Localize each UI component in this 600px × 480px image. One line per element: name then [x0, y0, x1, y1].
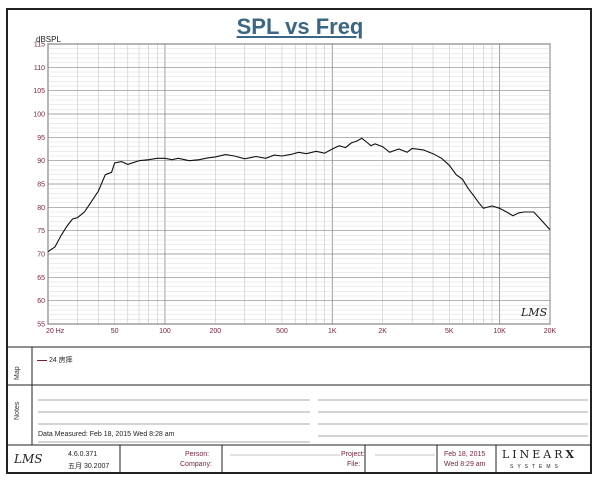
- lms-watermark: LMS: [521, 306, 548, 319]
- y-tick-label: 60: [37, 298, 45, 305]
- y-axis-label: dBSPL: [36, 35, 61, 44]
- project-label: Project:: [341, 451, 365, 458]
- footer-lms-logo: LMS: [14, 452, 43, 466]
- notes-label: Notes: [14, 401, 21, 420]
- version: 4.6.0.371: [68, 451, 98, 458]
- legend-entry-row: 24 房摔: [37, 355, 73, 365]
- y-tick-label: 90: [37, 158, 45, 165]
- date-measured: Data Measured: Feb 18, 2015 Wed 8:28 am: [38, 431, 175, 438]
- x-tick-label: 500: [276, 328, 288, 335]
- legend-entry-label: 24 房摔: [48, 357, 73, 364]
- company-label: Company:: [180, 461, 212, 468]
- series-group: [47, 137, 551, 253]
- x-tick-label: 1K: [328, 328, 337, 335]
- axis-ticks: 55 60 65 70 75 80 85 90 95 100 105 110 115 20 Hz 50 100…: [33, 42, 556, 336]
- y-tick-label: 55: [37, 322, 45, 329]
- file-label: File:: [347, 461, 361, 468]
- y-tick-label: 95: [37, 135, 45, 142]
- y-tick-label: 75: [37, 228, 45, 235]
- legend-swatch: [37, 359, 47, 361]
- linearx-logo: LINEARX: [502, 448, 577, 461]
- x-tick-label: 2K: [378, 328, 387, 335]
- x-tick-label: 20K: [544, 328, 557, 335]
- y-tick-label: 110: [34, 65, 45, 72]
- x-tick-label: 200: [209, 328, 221, 335]
- x-tick-label: 10K: [493, 328, 506, 335]
- x-tick-label: 5K: [445, 328, 454, 335]
- x-tick-label: 20 Hz: [46, 328, 65, 335]
- chart-title: SPL vs Freq: [236, 14, 364, 39]
- y-tick-label: 115: [34, 42, 45, 49]
- linear-x: X: [565, 448, 578, 461]
- map-label: Map: [14, 366, 21, 380]
- plot-grid: [47, 43, 551, 325]
- linear-text: LINEAR: [502, 448, 566, 461]
- y-tick-label: 65: [37, 275, 45, 282]
- y-tick-label: 70: [37, 252, 45, 259]
- x-tick-label: 100: [159, 328, 171, 335]
- build-date: 五月 30.2007: [68, 463, 110, 470]
- y-tick-label: 100: [33, 112, 45, 119]
- systems-text: SYSTEMS: [510, 464, 562, 470]
- y-tick-label: 80: [37, 205, 45, 212]
- footer-time: Wed 8:29 am: [444, 461, 486, 468]
- footer-date: Feb 18, 2015: [444, 451, 486, 458]
- x-tick-label: 50: [111, 328, 119, 335]
- y-tick-label: 85: [37, 182, 45, 189]
- person-label: Person:: [185, 451, 210, 458]
- series-line: [47, 137, 551, 253]
- y-tick-label: 105: [33, 88, 45, 95]
